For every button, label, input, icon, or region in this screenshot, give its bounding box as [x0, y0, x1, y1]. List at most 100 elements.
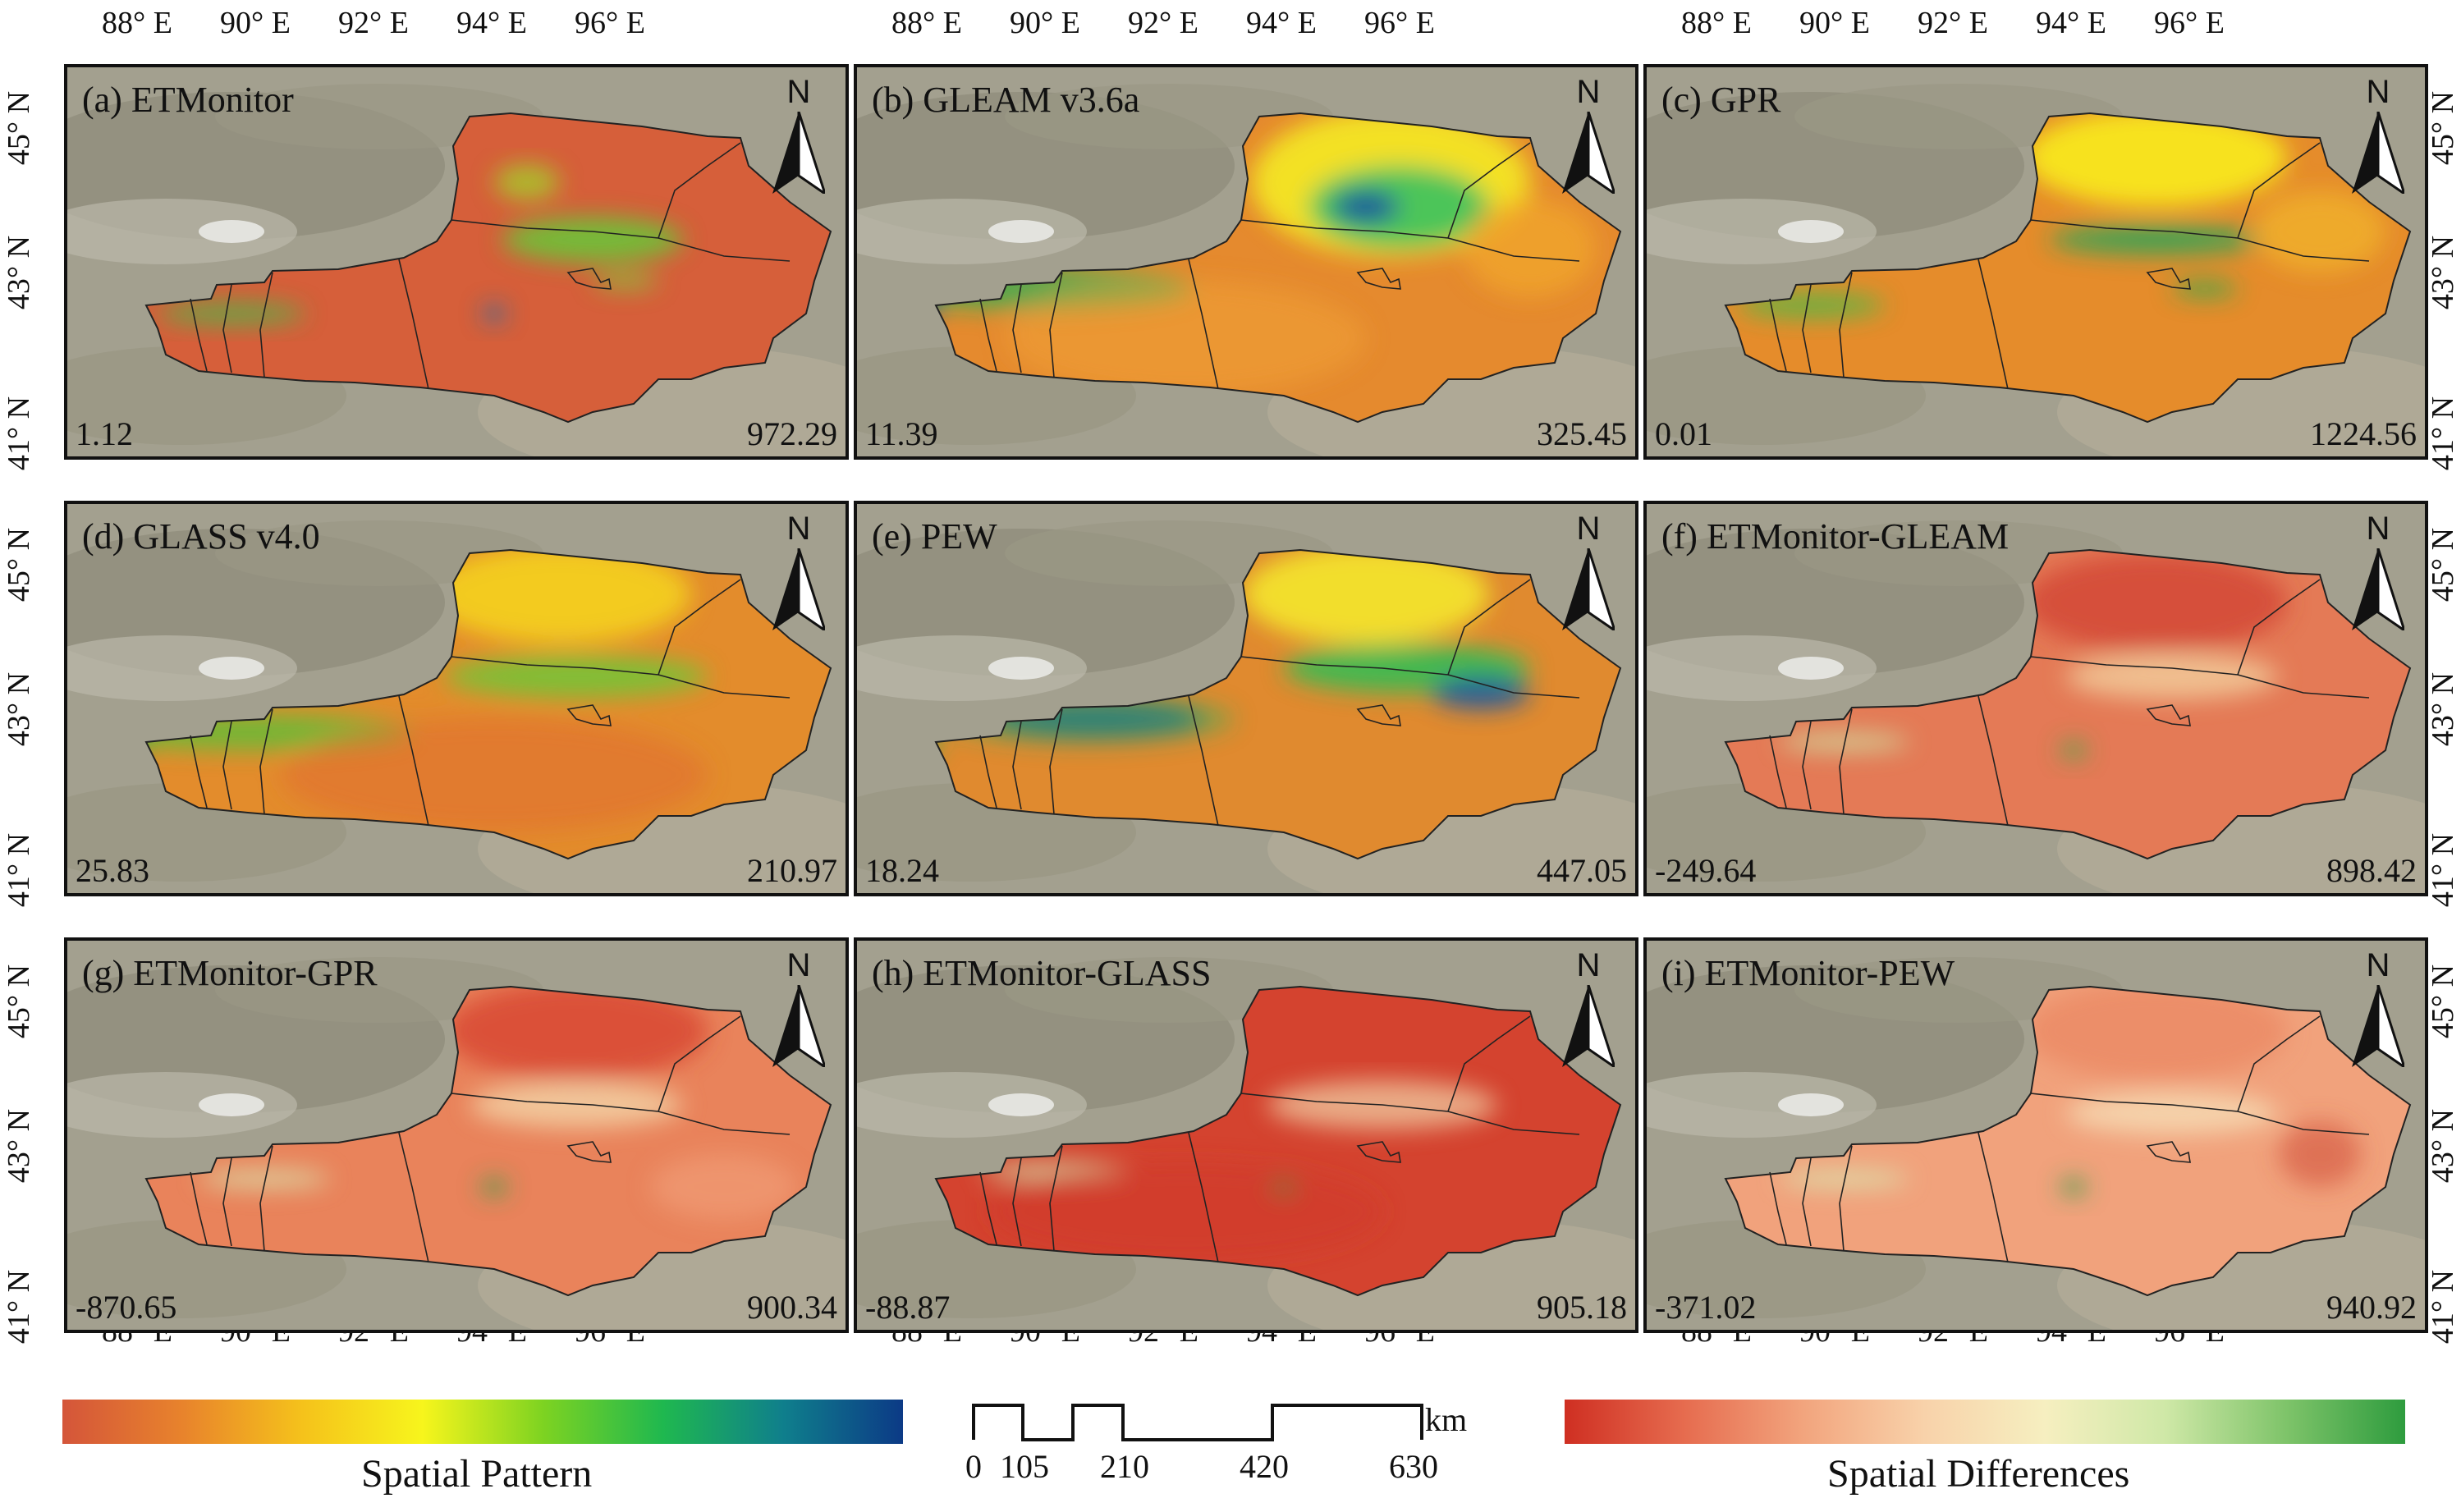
lon-tick: 96° E — [2154, 6, 2225, 40]
scale-label: 420 — [1240, 1448, 1289, 1485]
scale-label: 630 — [1389, 1448, 1438, 1485]
snow-peak — [1778, 220, 1844, 243]
region-boundary — [144, 985, 832, 1297]
lon-tick: 90° E — [220, 6, 291, 40]
county-boundary — [1240, 1093, 1580, 1135]
panel-max-value: 905.18 — [1537, 1289, 1627, 1326]
county-boundary — [190, 735, 208, 809]
county-boundary — [658, 142, 741, 239]
panel-min-value: 11.39 — [865, 415, 938, 452]
north-arrow-icon — [772, 985, 825, 1067]
lat-tick: 43° N — [2, 1108, 36, 1184]
panel-min-value: -870.65 — [76, 1289, 177, 1326]
map-canvas — [857, 67, 1635, 456]
snow-peak — [199, 657, 264, 680]
lon-tick: 96° E — [1364, 6, 1435, 40]
county-boundary — [398, 695, 429, 827]
county-boundary — [1447, 1015, 1531, 1112]
north-label: N — [786, 511, 811, 547]
panel-min-value: 18.24 — [865, 852, 939, 889]
panel-title: (e) PEW — [872, 516, 997, 557]
map-canvas — [67, 504, 846, 893]
county-boundary — [2030, 219, 2370, 262]
panel-title: (a) ETMonitor — [82, 80, 294, 120]
scale-bar — [972, 1404, 1423, 1441]
map-panel: (a) ETMonitor 1.12 972.29 N — [64, 64, 849, 460]
county-boundary — [222, 284, 232, 373]
panel-title: (d) GLASS v4.0 — [82, 516, 320, 557]
county-boundary — [1012, 721, 1022, 810]
north-arrow: N — [2349, 947, 2407, 1070]
spatial-pattern-colorbar — [62, 1400, 903, 1444]
lat-tick: 41° N — [2426, 396, 2460, 471]
snow-peak — [988, 220, 1054, 243]
county-boundary — [1802, 1157, 1812, 1247]
region-boundary — [1724, 548, 2412, 860]
north-arrow: N — [770, 74, 827, 197]
lon-tick: 92° E — [338, 6, 409, 40]
panel-title: (c) GPR — [1661, 80, 1781, 120]
map-canvas — [67, 67, 846, 456]
county-boundary — [1447, 579, 1531, 676]
lat-tick: 45° N — [2426, 964, 2460, 1039]
lake-outline — [566, 268, 612, 290]
county-boundary — [190, 1171, 208, 1245]
scale-unit: km — [1425, 1401, 1468, 1438]
county-boundary — [1978, 695, 2009, 827]
north-arrow: N — [2349, 74, 2407, 197]
county-boundary — [1049, 1145, 1063, 1252]
panel-title: (h) ETMonitor-GLASS — [872, 953, 1212, 993]
county-boundary — [1447, 142, 1531, 239]
north-label: N — [786, 74, 811, 110]
county-boundary — [259, 708, 273, 815]
region-boundary — [934, 985, 1622, 1297]
lat-tick: 45° N — [2426, 527, 2460, 603]
panel-min-value: -88.87 — [865, 1289, 951, 1326]
north-label: N — [1576, 947, 1601, 983]
scale-label: 105 — [1000, 1448, 1049, 1485]
lat-tick: 45° N — [2, 90, 36, 166]
north-label: N — [1576, 74, 1601, 110]
region-boundary — [1724, 985, 2412, 1297]
map-canvas — [1647, 941, 2425, 1330]
lon-tick: 92° E — [1918, 6, 1988, 40]
lat-tick: 43° N — [2, 235, 36, 310]
county-boundary — [222, 721, 232, 810]
panel-title: (g) ETMonitor-GPR — [82, 953, 378, 993]
north-arrow: N — [1560, 511, 1617, 634]
panel-min-value: 0.01 — [1655, 415, 1712, 452]
county-boundary — [1839, 1145, 1853, 1252]
panel-max-value: 325.45 — [1537, 415, 1627, 452]
map-panel: (h) ETMonitor-GLASS -88.87 905.18 N — [854, 937, 1638, 1333]
county-boundary — [1978, 259, 2009, 390]
lake-outline — [1356, 1141, 1401, 1163]
map-canvas — [857, 504, 1635, 893]
county-boundary — [2237, 579, 2321, 676]
county-boundary — [1769, 298, 1787, 372]
snow-peak — [199, 220, 264, 243]
county-boundary — [2237, 142, 2321, 239]
map-panel: (e) PEW 18.24 447.05 N — [854, 501, 1638, 896]
north-arrow: N — [770, 947, 827, 1070]
scale-label: 0 — [965, 1448, 982, 1485]
north-label: N — [2366, 511, 2390, 547]
county-boundary — [451, 219, 791, 262]
county-boundary — [2030, 656, 2370, 699]
lon-tick: 88° E — [1681, 6, 1752, 40]
county-boundary — [451, 1093, 791, 1135]
lon-tick: 94° E — [2036, 6, 2106, 40]
county-boundary — [2237, 1015, 2321, 1112]
lake-outline — [566, 704, 612, 726]
lon-tick: 94° E — [456, 6, 527, 40]
lon-tick: 90° E — [1010, 6, 1080, 40]
region-boundary — [934, 112, 1622, 424]
panel-title: (i) ETMonitor-PEW — [1661, 953, 1955, 993]
county-boundary — [1839, 708, 1853, 815]
map-canvas — [1647, 504, 2425, 893]
north-label: N — [1576, 511, 1601, 547]
county-boundary — [1769, 1171, 1787, 1245]
lat-tick: 45° N — [2426, 90, 2460, 166]
north-arrow-icon — [2352, 548, 2404, 630]
county-boundary — [1188, 259, 1219, 390]
lat-tick: 43° N — [2, 671, 36, 747]
